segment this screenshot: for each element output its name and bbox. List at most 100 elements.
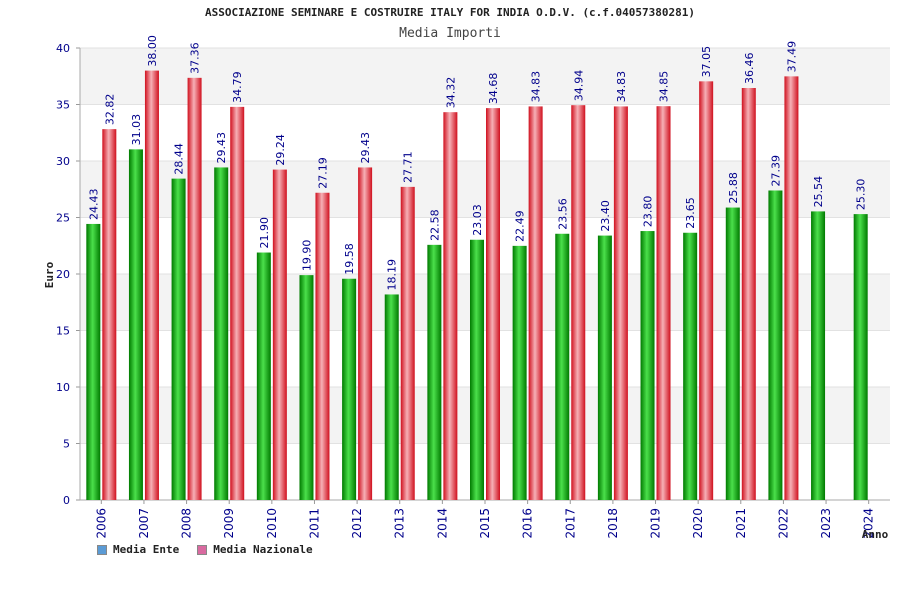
bar-media-ente: [768, 190, 783, 501]
y-tick-label: 20: [56, 268, 70, 281]
x-tick-label: 2012: [350, 508, 364, 539]
data-label: 29.43: [215, 132, 228, 163]
bar-media-nazionale: [699, 81, 714, 501]
legend-item-nazionale: Media Nazionale: [197, 543, 313, 556]
chart-subtitle: Media Importi: [399, 26, 501, 41]
bar-media-ente: [853, 214, 868, 501]
data-label: 22.49: [514, 210, 527, 242]
x-tick-label: 2007: [137, 508, 151, 539]
legend: Media Ente Media Nazionale: [97, 543, 313, 556]
data-label: 24.43: [87, 188, 100, 220]
bar-media-nazionale: [443, 112, 458, 501]
legend-label-ente: Media Ente: [113, 543, 180, 556]
data-label: 25.54: [812, 176, 825, 208]
data-label: 23.56: [556, 198, 569, 230]
data-label: 23.03: [471, 204, 484, 236]
x-tick-label: 2013: [393, 508, 407, 539]
data-label: 23.65: [684, 197, 697, 229]
data-label: 27.19: [316, 157, 329, 189]
bar-media-ente: [171, 178, 186, 501]
bar-media-ente: [299, 275, 314, 500]
bar-media-nazionale: [741, 88, 756, 500]
data-label: 27.71: [402, 151, 415, 183]
bar-media-ente: [512, 245, 527, 500]
bar-media-ente: [725, 207, 740, 500]
data-label: 29.43: [359, 132, 372, 164]
bar-media-nazionale: [784, 76, 799, 500]
bar-media-ente: [811, 211, 826, 500]
x-axis-label: Anno: [862, 528, 889, 541]
data-label: 32.82: [103, 94, 116, 126]
bar-media-nazionale: [656, 106, 671, 500]
bar-media-nazionale: [528, 106, 543, 501]
data-label: 19.58: [343, 243, 356, 275]
y-tick-label: 10: [56, 381, 70, 394]
legend-item-ente: Media Ente: [97, 543, 179, 556]
bar-media-ente: [555, 233, 570, 500]
x-tick-label: 2020: [691, 508, 705, 539]
y-tick-label: 40: [56, 42, 70, 55]
bar-media-ente: [384, 294, 399, 500]
bar-media-ente: [256, 252, 271, 500]
x-tick-label: 2022: [776, 508, 790, 539]
data-label: 34.94: [572, 70, 585, 102]
legend-swatch-nazionale: [197, 544, 208, 555]
y-tick-label: 30: [56, 155, 70, 168]
bar-media-nazionale: [187, 77, 202, 500]
data-label: 37.49: [785, 41, 798, 73]
data-label: 21.90: [258, 217, 271, 249]
bar-media-nazionale: [315, 192, 330, 501]
bar-media-nazionale: [144, 70, 159, 500]
chart-title: ASSOCIAZIONE SEMINARE E COSTRUIRE ITALY …: [204, 6, 696, 19]
bar-media-ente: [470, 239, 484, 501]
bar-media-nazionale: [400, 186, 415, 500]
bar-media-ente: [640, 231, 655, 500]
y-tick-label: 25: [56, 212, 70, 225]
data-label: 36.46: [743, 53, 756, 85]
x-tick-label: 2009: [222, 508, 236, 539]
bar-media-nazionale: [613, 106, 628, 501]
bar-media-ente: [683, 232, 698, 500]
data-label: 31.03: [130, 114, 143, 146]
bar-media-ente: [597, 235, 612, 500]
x-tick-label: 2018: [606, 508, 620, 539]
data-label: 23.40: [599, 200, 612, 232]
x-tick-label: 2006: [94, 508, 108, 539]
data-label: 34.79: [231, 71, 244, 102]
bar-media-ente: [427, 244, 442, 500]
bar-media-ente: [342, 278, 357, 500]
data-label: 22.58: [428, 209, 441, 241]
data-label: 34.32: [444, 77, 457, 109]
data-label: 18.19: [386, 259, 399, 291]
x-tick-label: 2017: [563, 508, 577, 539]
legend-label-nazionale: Media Nazionale: [213, 543, 313, 556]
data-label: 34.85: [658, 71, 671, 103]
data-label: 28.44: [173, 143, 186, 175]
x-tick-label: 2024: [862, 508, 876, 539]
x-tick-label: 2010: [265, 508, 279, 539]
x-tick-label: 2008: [180, 508, 194, 539]
data-label: 23.80: [642, 196, 655, 228]
data-label: 38.00: [146, 35, 159, 67]
x-tick-label: 2016: [521, 508, 535, 539]
bar-media-ente: [128, 149, 143, 500]
x-tick-label: 2015: [478, 508, 492, 539]
x-tick-label: 2019: [649, 508, 663, 539]
data-label: 34.83: [615, 71, 628, 103]
y-tick-label: 35: [56, 99, 70, 112]
y-tick-label: 15: [56, 325, 70, 338]
data-label: 34.83: [530, 71, 543, 103]
data-label: 25.88: [727, 172, 740, 204]
data-label: 37.36: [189, 42, 202, 74]
bar-media-nazionale: [486, 108, 500, 500]
data-label: 37.05: [700, 46, 713, 78]
data-label: 34.68: [487, 73, 500, 105]
x-tick-label: 2014: [435, 508, 449, 539]
bar-media-ente: [86, 223, 101, 501]
x-tick-label: 2023: [819, 508, 833, 539]
y-tick-label: 5: [63, 438, 70, 451]
bar-media-nazionale: [358, 167, 373, 501]
legend-swatch-ente: [97, 544, 107, 555]
